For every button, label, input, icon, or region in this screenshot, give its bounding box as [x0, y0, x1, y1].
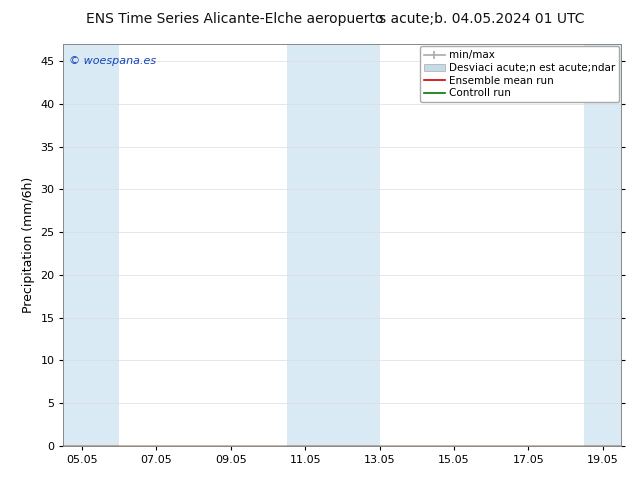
Legend: min/max, Desviaci acute;n est acute;ndar, Ensemble mean run, Controll run: min/max, Desviaci acute;n est acute;ndar…: [420, 46, 619, 102]
Text: © woespana.es: © woespana.es: [69, 56, 156, 66]
Bar: [584, 44, 621, 446]
Text: s acute;b. 04.05.2024 01 UTC: s acute;b. 04.05.2024 01 UTC: [379, 12, 585, 26]
Text: ENS Time Series Alicante-Elche aeropuerto: ENS Time Series Alicante-Elche aeropuert…: [86, 12, 384, 26]
Y-axis label: Precipitation (mm/6h): Precipitation (mm/6h): [22, 177, 35, 313]
Bar: [287, 44, 380, 446]
Bar: [63, 44, 119, 446]
